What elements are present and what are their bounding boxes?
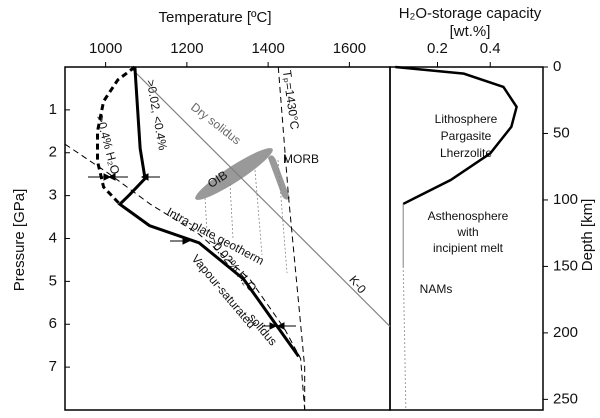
annotation: Lherzolite (440, 146, 492, 160)
annotation: NAMs (420, 282, 453, 296)
line (402, 266, 407, 411)
panel-frame (389, 66, 544, 411)
y-axis-label: Pressure [GPa] (11, 189, 28, 292)
annotations: Dry solidus Tₚ=1430°C MORB OIB >0.02, <0… (93, 69, 508, 348)
line (395, 65, 518, 206)
projection-lines (204, 159, 288, 274)
oib-field (195, 148, 273, 200)
annotation: Dry solidus (188, 100, 243, 148)
y-tick-label: 200 (553, 324, 578, 341)
annotation: Asthenosphere (428, 209, 509, 223)
x-tick-label: 1000 (89, 40, 122, 57)
y-axis-label: Depth [km] (579, 199, 596, 272)
y-tick-label: 150 (553, 257, 578, 274)
annotation: K-0 (346, 273, 369, 297)
y-tick-label: 100 (553, 191, 578, 208)
chart-title: Temperature [ºC] (158, 9, 271, 26)
line (64, 143, 306, 411)
y-tick-label: 7 (49, 358, 57, 375)
x-tick-label: 1600 (333, 40, 366, 57)
y-tick-label: 6 (49, 315, 57, 332)
line (96, 65, 136, 206)
y-tick-label: 0 (553, 58, 561, 75)
y-tick-label: 250 (553, 390, 578, 407)
annotation: Pargasite (441, 129, 492, 143)
x-tick-label: 1200 (170, 40, 203, 57)
chart-title: H₂O-storage capacity (399, 5, 542, 22)
annotation: with (456, 225, 478, 239)
y-tick-label: 50 (553, 124, 570, 141)
y-tick-label: 1 (49, 101, 57, 118)
annotation: Lithosphere (435, 112, 498, 126)
x-tick-label: 0.2 (427, 40, 448, 57)
x-tick-label: 0.4 (480, 40, 501, 57)
annotation: MORB (283, 152, 319, 166)
y-tick-label: 3 (49, 187, 57, 204)
y-tick-label: 4 (49, 229, 57, 246)
annotation: solidus (245, 311, 280, 349)
annotation: incipient melt (433, 241, 504, 255)
x-tick-label: 1400 (251, 40, 284, 57)
line (129, 66, 391, 327)
y-tick-label: 2 (49, 144, 57, 161)
chart-subtitle: [wt.%] (450, 23, 491, 40)
y-tick-label: 5 (49, 272, 57, 289)
arrows (88, 173, 296, 330)
line (117, 66, 300, 358)
annotation: >0.02, <0.4% (144, 78, 170, 151)
